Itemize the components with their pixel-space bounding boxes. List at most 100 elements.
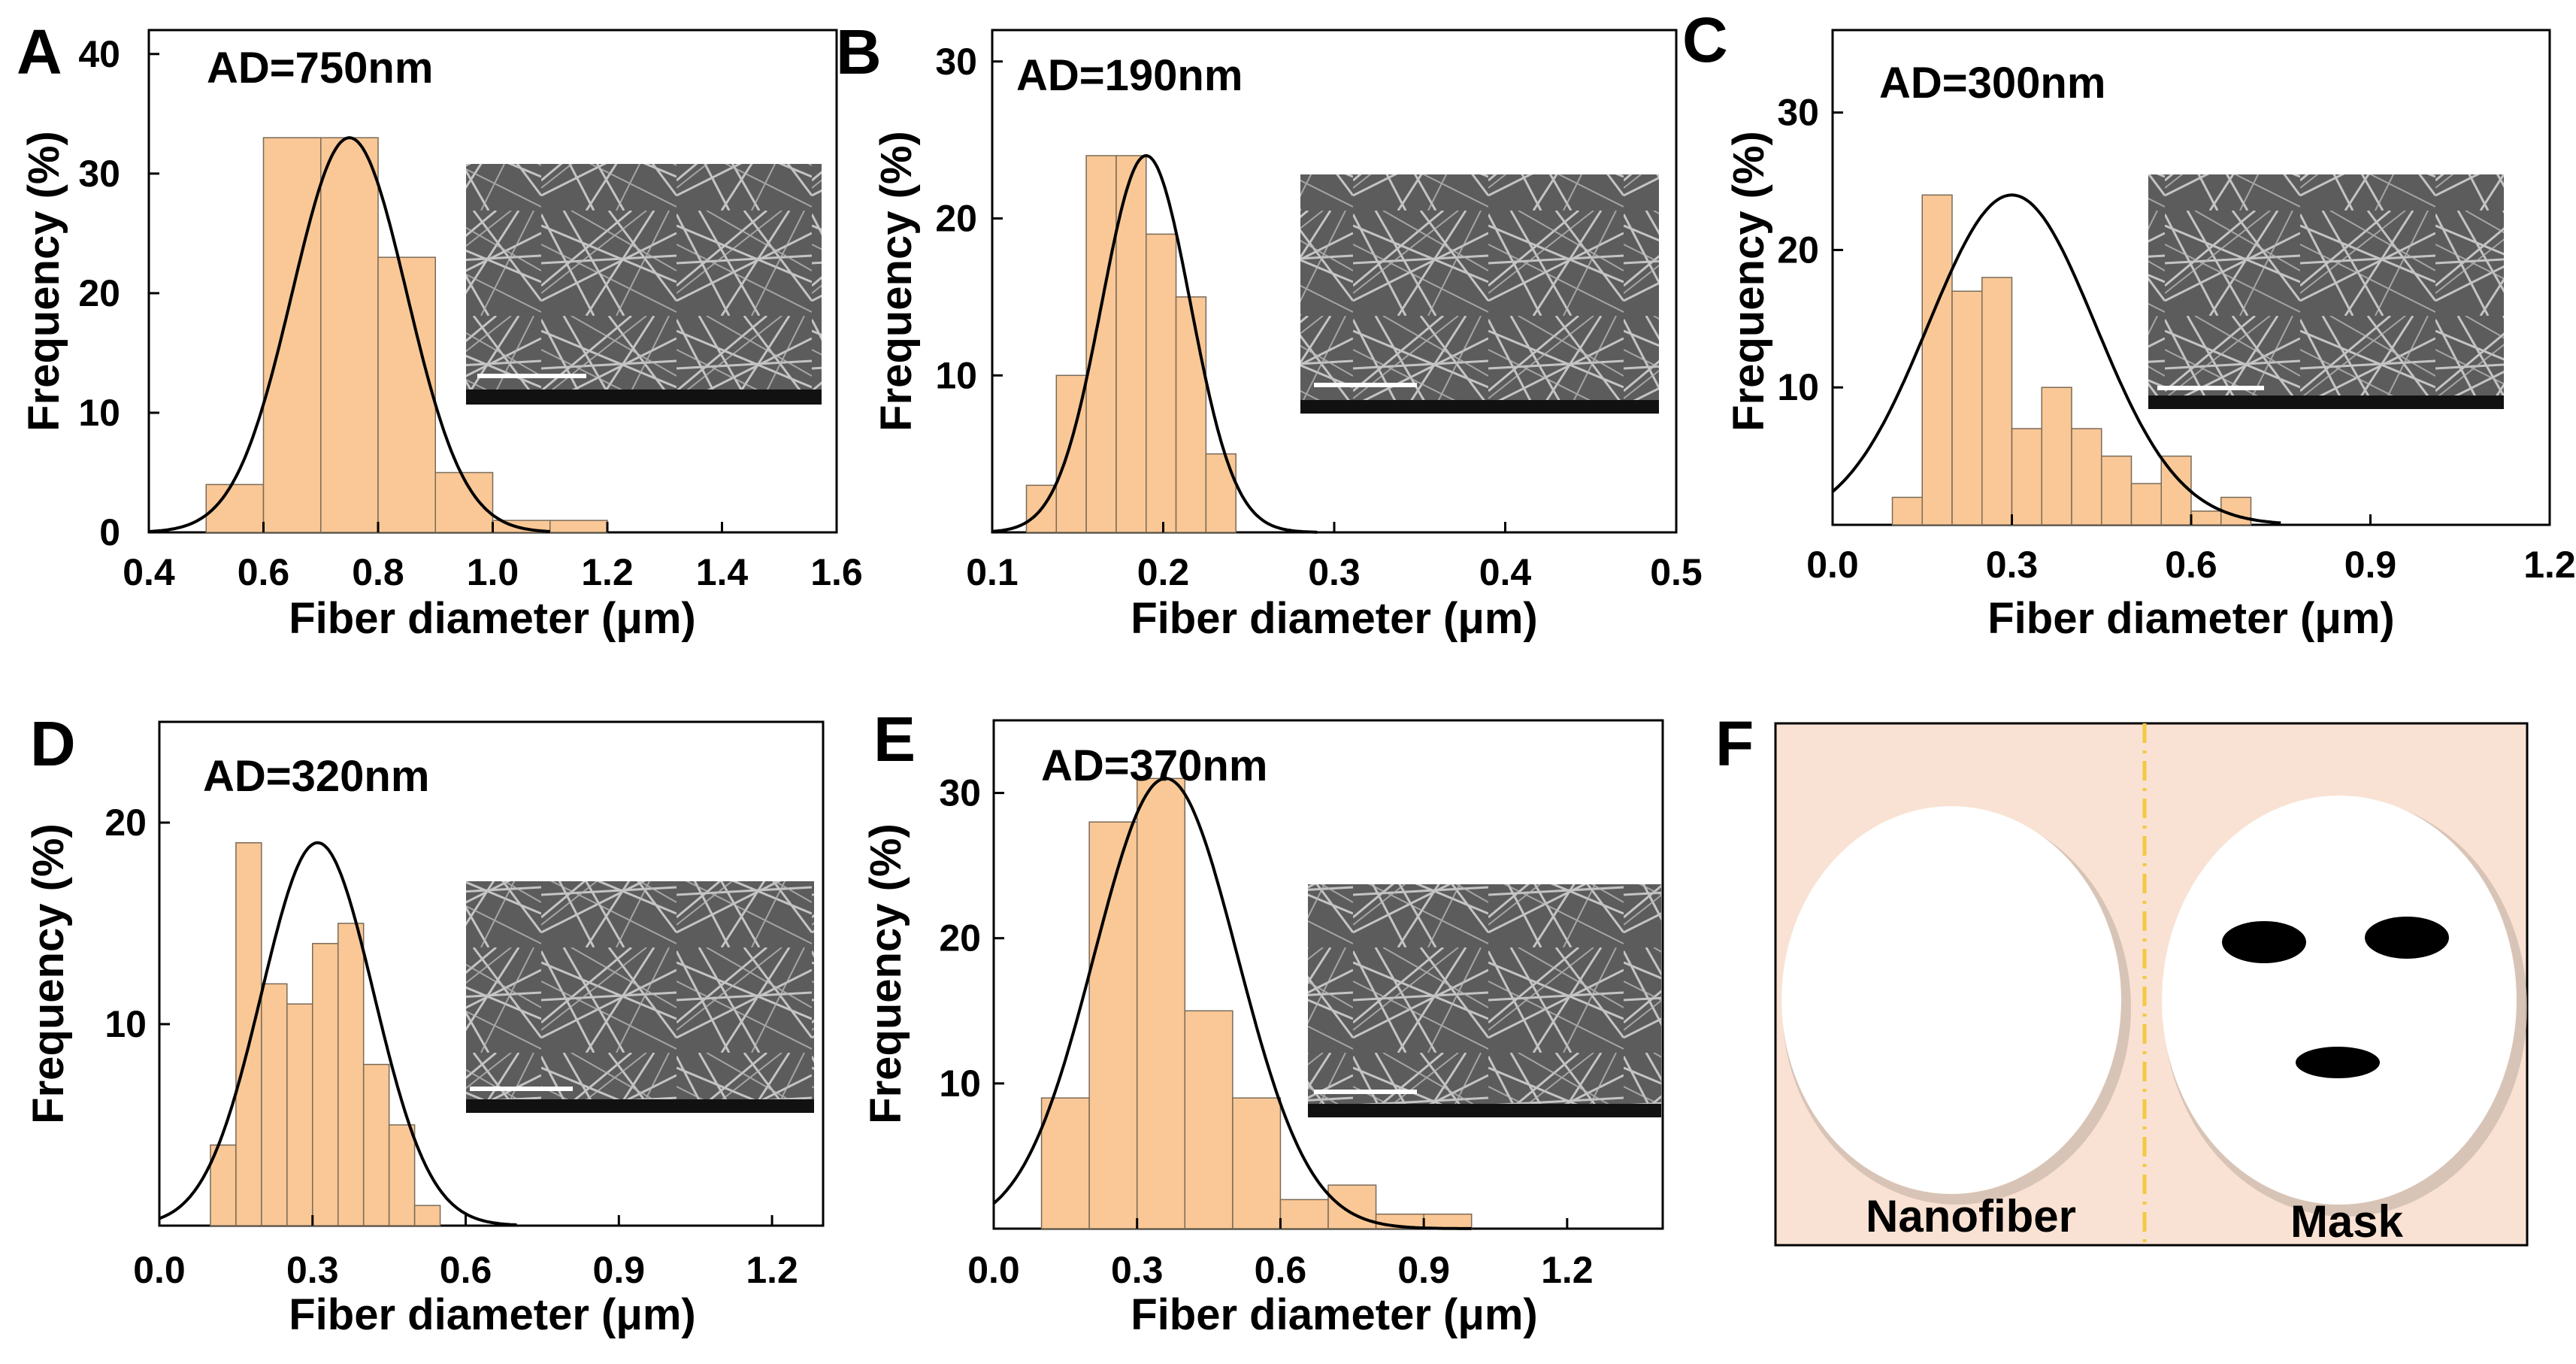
nanofiber-sheet	[1781, 806, 2121, 1194]
sem-inset-a	[466, 164, 822, 405]
histogram-bar-c	[2041, 386, 2072, 526]
y-tick-label-e: 20	[939, 917, 981, 959]
mask-left-eye-hole	[2222, 921, 2306, 963]
histogram-bar-b	[1205, 453, 1237, 533]
sem-databar-d	[466, 1099, 814, 1113]
ad-annotation-b: AD=190nm	[1016, 51, 1243, 100]
y-tick-label-b: 30	[935, 41, 977, 83]
histogram-bar-c	[1921, 194, 1953, 526]
x-tick-label-c: 0.0	[1806, 544, 1859, 586]
y-axis-title-a: Frequency (%)	[20, 131, 68, 432]
y-tick-label-a: 0	[99, 511, 120, 553]
histogram-bar-c	[2101, 455, 2133, 526]
mask-label: Mask	[2290, 1196, 2404, 1247]
histogram-bar-d	[261, 983, 288, 1226]
x-tick-label-b: 0.1	[966, 551, 1019, 593]
x-axis-title-e: Fiber diameter (μm)	[1131, 1290, 1537, 1339]
panel-d: D 0.0 0.3 0.6 0.9 1.2 10 20 AD=320nm Fiber dia…	[24, 708, 825, 1339]
y-tick-label-a: 30	[78, 153, 120, 195]
mask-sheet	[2162, 796, 2517, 1205]
histogram-bar-c	[1981, 277, 2013, 526]
panel-b: B 0.1 0.2 0.3 0.4 0.5 10 20 30 AD=190nm Fiber d…	[836, 17, 1703, 643]
x-tick-label-a: 1.0	[467, 551, 519, 593]
x-axis-title-d: Fiber diameter (μm)	[289, 1290, 695, 1339]
x-axis-title-a: Fiber diameter (μm)	[289, 594, 695, 643]
nanofiber-label: Nanofiber	[1866, 1191, 2076, 1241]
sem-databar-a	[466, 389, 822, 405]
histogram-bar-c	[2071, 428, 2102, 526]
x-tick-label-e: 0.9	[1397, 1249, 1450, 1291]
x-axis-title-b: Fiber diameter (μm)	[1131, 594, 1537, 643]
plot-area-a: 0.4 0.6 0.8 1.0 1.2 1.4 1.6 0 10 20 30 40	[78, 33, 862, 593]
y-tick-label-d: 10	[104, 1003, 147, 1045]
histogram-bar-a	[434, 471, 494, 533]
x-tick-label-d: 0.6	[440, 1249, 492, 1291]
histogram-bar-a	[549, 520, 608, 533]
x-tick-label-c: 0.6	[2165, 544, 2217, 586]
panel-a: A 0.4 0.6 0.8 1.0 1.2 1.4 1.6 0 10 20 30 40 AD=750n…	[17, 17, 863, 643]
x-tick-label-d: 0.9	[593, 1249, 646, 1291]
ad-annotation-e: AD=370nm	[1041, 741, 1267, 790]
sem-databar-b	[1300, 400, 1659, 414]
histogram-bar-d	[362, 1063, 390, 1226]
ad-annotation-c: AD=300nm	[1879, 59, 2105, 108]
x-tick-label-d: 0.3	[286, 1249, 339, 1291]
plot-area-c: 0.0 0.3 0.6 0.9 1.2 10 20 30	[1777, 92, 2575, 586]
sem-inset-d	[466, 881, 814, 1113]
x-tick-label-c: 0.3	[1986, 544, 2039, 586]
y-axis-title-e: Frequency (%)	[861, 823, 910, 1124]
histogram-bar-a	[377, 256, 436, 533]
panel-e: E 0.0 0.3 0.6 0.9 1.2 10 20 30 AD=370nm Fiber d…	[861, 704, 1664, 1339]
x-tick-label-e: 0.6	[1255, 1249, 1307, 1291]
y-tick-label-e: 10	[939, 1062, 981, 1105]
plot-area-e: 0.0 0.3 0.6 0.9 1.2 10 20 30	[939, 772, 1593, 1291]
histogram-bar-a	[262, 137, 322, 533]
x-tick-label-b: 0.4	[1479, 551, 1532, 593]
x-tick-label-e: 0.0	[967, 1249, 1020, 1291]
y-tick-label-c: 10	[1777, 366, 1819, 408]
y-tick-label-b: 10	[935, 354, 977, 396]
histogram-bar-b	[1115, 155, 1147, 533]
gaussian-fit-curve-e	[992, 777, 1472, 1230]
histogram-bar-b	[1146, 233, 1177, 533]
histogram-bar-e	[1184, 1010, 1234, 1229]
histogram-bar-e	[1232, 1097, 1282, 1229]
plot-area-b: 0.1 0.2 0.3 0.4 0.5 10 20 30	[935, 41, 1702, 593]
x-tick-label-d: 1.2	[746, 1249, 798, 1291]
x-tick-label-e: 0.3	[1111, 1249, 1164, 1291]
y-axis-title-d: Frequency (%)	[24, 823, 73, 1124]
y-tick-label-a: 40	[78, 33, 120, 75]
sem-databar-e	[1308, 1104, 1661, 1117]
y-tick-label-b: 20	[935, 198, 977, 240]
panel-letter-f: F	[1715, 708, 1754, 779]
plot-area-d: 0.0 0.3 0.6 0.9 1.2 10 20	[104, 802, 798, 1291]
y-tick-label-e: 30	[939, 772, 981, 814]
y-tick-label-c: 20	[1777, 229, 1819, 271]
histogram-bar-e	[1136, 777, 1186, 1229]
y-axis-title-b: Frequency (%)	[872, 131, 921, 432]
histogram-bar-c	[2130, 483, 2162, 526]
histogram-bar-d	[210, 1144, 237, 1226]
mask-right-eye-hole	[2365, 917, 2449, 959]
histogram-bar-b	[1085, 155, 1117, 533]
x-axis-title-c: Fiber diameter (μm)	[1987, 594, 2394, 643]
x-tick-label-a: 0.6	[238, 551, 290, 593]
gaussian-fit-curve-b	[991, 153, 1318, 534]
ad-annotation-d: AD=320nm	[203, 752, 429, 801]
x-tick-label-d: 0.0	[133, 1249, 186, 1291]
gaussian-fit-curve-a	[148, 136, 550, 533]
panel-letter-e: E	[873, 704, 916, 774]
histogram-bar-c	[2160, 455, 2192, 526]
panel-letter-d: D	[30, 708, 76, 779]
histogram-bar-a	[320, 137, 379, 533]
x-tick-label-b: 0.3	[1308, 551, 1361, 593]
x-tick-label-a: 0.4	[123, 551, 175, 593]
histogram-bar-c	[1891, 496, 1923, 526]
panel-letter-b: B	[836, 17, 882, 87]
x-tick-label-c: 1.2	[2523, 544, 2576, 586]
sem-inset-b	[1300, 174, 1659, 414]
panel-letter-c: C	[1682, 5, 1728, 75]
histogram-bar-d	[312, 943, 339, 1226]
